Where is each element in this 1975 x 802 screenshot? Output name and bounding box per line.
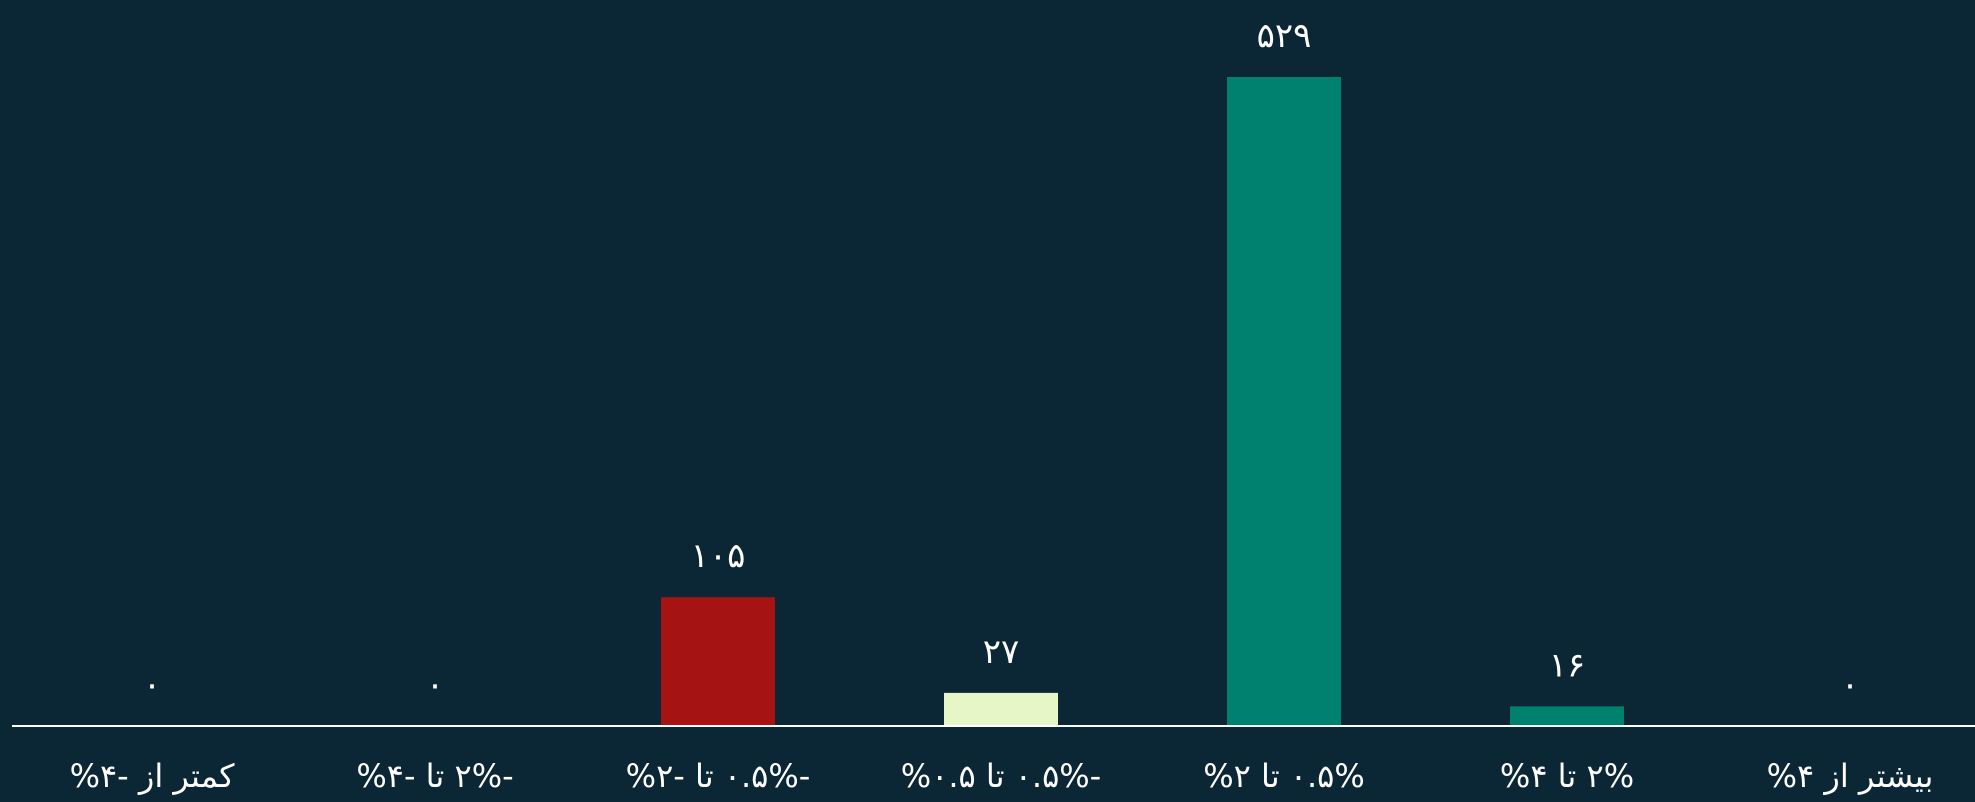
value-label-1: ۰ [143, 665, 161, 705]
value-label-5: ۵۲۹ [1257, 16, 1312, 56]
category-label-5: ۰.۵% تا ۲% [1203, 757, 1365, 795]
category-label-3: -۰.۵% تا -۲% [626, 757, 811, 795]
category-label-7: بیشتر از ۴% [1767, 757, 1934, 795]
category-labels-group: کمتر از -۴% -۲% تا -۴% -۰.۵% تا -۲% -۰.۵% ت… [70, 757, 1934, 795]
value-labels-group: ۰ ۰ ۱۰۵ ۲۷ ۵۲۹ ۱۶ ۰ [143, 16, 1859, 705]
bars-group [661, 77, 1624, 726]
category-label-4: -۰.۵% تا ۰.۵% [901, 757, 1101, 795]
category-label-2: -۲% تا -۴% [356, 757, 513, 795]
bar-6 [1510, 706, 1624, 726]
value-label-2: ۰ [426, 665, 444, 705]
value-label-3: ۱۰۵ [691, 536, 746, 576]
bar-4 [944, 692, 1058, 726]
value-label-4: ۲۷ [983, 632, 1020, 672]
category-label-6: ۲% تا ۴% [1500, 757, 1634, 795]
bar-3 [661, 597, 775, 726]
value-label-6: ۱۶ [1549, 645, 1586, 685]
value-label-7: ۰ [1841, 665, 1859, 705]
category-label-1: کمتر از -۴% [70, 757, 236, 795]
bar-5 [1227, 77, 1341, 726]
